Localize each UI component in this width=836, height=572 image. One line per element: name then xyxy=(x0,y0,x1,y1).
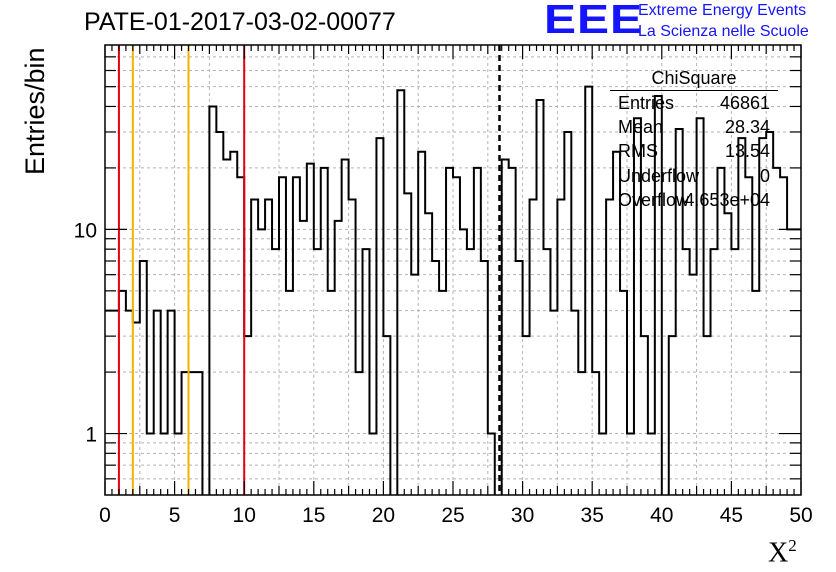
eee-logo: EEE xyxy=(544,0,644,43)
x-tick-label: 35 xyxy=(581,504,604,527)
x-tick-label: 5 xyxy=(169,504,181,527)
stats-key: RMS xyxy=(618,141,658,162)
stats-row-rms: RMS 13.54 xyxy=(610,139,778,163)
y-axis-label-text: Entries/bin xyxy=(20,47,50,175)
stats-value: 4.653e+04 xyxy=(684,189,770,210)
stats-row-underflow: Underflow 0 xyxy=(610,164,778,188)
x-tick-label: 25 xyxy=(441,504,464,527)
y-tick-label: 1 xyxy=(85,424,97,447)
stats-key: Underflow xyxy=(618,165,700,186)
logo-line-2: La Scienza nelle Scuole xyxy=(638,23,809,40)
x-tick-label: 30 xyxy=(511,504,534,527)
logo-line-1: Extreme Energy Events xyxy=(638,2,807,19)
x-tick-label: 20 xyxy=(372,504,395,527)
x-tick-label: 15 xyxy=(302,504,325,527)
x-axis-label-text: X xyxy=(768,537,789,569)
stats-header: ChiSquare xyxy=(610,68,778,91)
stats-key: Mean xyxy=(618,117,664,138)
plot-title: PATE-01-2017-03-02-00077 xyxy=(84,8,396,36)
stats-row-mean: Mean 28.34 xyxy=(610,115,778,139)
stats-key: Entries xyxy=(618,93,675,113)
stats-value: 13.54 xyxy=(724,141,770,162)
x-tick-label: 0 xyxy=(99,504,111,527)
stats-box: ChiSquare Entries 46861 Mean 28.34 RMS 1… xyxy=(610,68,778,212)
x-axis-label: X2 xyxy=(768,536,797,569)
y-tick-label: 10 xyxy=(74,219,97,242)
stats-row-entries: Entries 46861 xyxy=(610,91,778,115)
x-tick-label: 40 xyxy=(650,504,673,527)
x-tick-label: 45 xyxy=(720,504,743,527)
x-tick-label: 50 xyxy=(789,504,812,527)
histogram-steps xyxy=(105,85,801,495)
x-tick-label: 10 xyxy=(233,504,256,527)
stats-row-overflow: Overflow 4.653e+04 xyxy=(610,188,778,212)
stats-key: Overflow xyxy=(618,189,690,210)
x-axis-label-superscript: 2 xyxy=(788,536,797,555)
stats-value: 0 xyxy=(759,165,770,186)
stats-value: 46861 xyxy=(719,93,770,113)
stats-value: 28.34 xyxy=(724,117,770,138)
